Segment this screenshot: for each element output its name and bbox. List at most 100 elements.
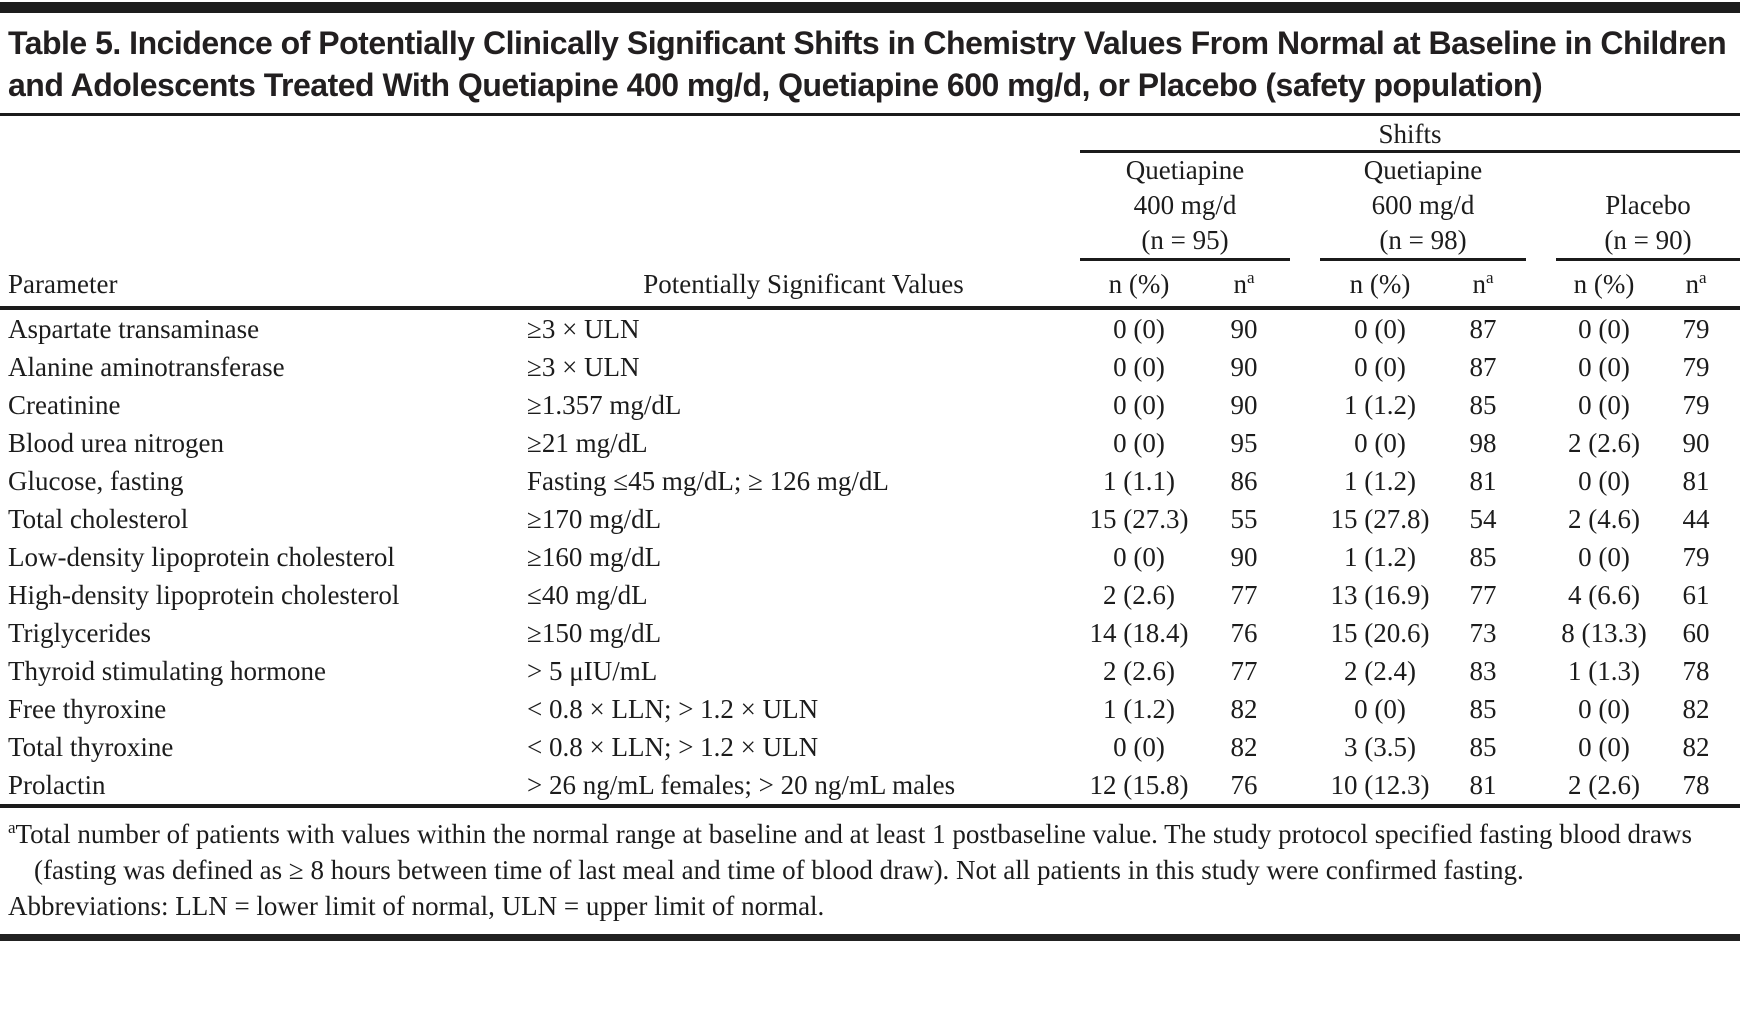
group-line: Quetiapine xyxy=(1125,155,1245,185)
chemistry-shifts-table: Shifts Quetiapine 400 mg/d (n = 95) Quet… xyxy=(0,113,1740,808)
table-row: Total cholesterol ≥170 mg/dL 15 (27.3) 5… xyxy=(0,500,1740,538)
placebo-npct-cell: 0 (0) xyxy=(1578,390,1630,420)
placebo-npct-header: n (%) xyxy=(1573,269,1635,299)
placebo-npct-cell: 2 (2.6) xyxy=(1568,770,1640,800)
spacer xyxy=(1526,462,1556,500)
placebo-n-cell: 79 xyxy=(1682,314,1710,344)
spacer xyxy=(1290,614,1320,652)
spacer xyxy=(1526,500,1556,538)
table-row: Alanine aminotransferase ≥3 × ULN 0 (0) … xyxy=(0,348,1740,386)
table-row: Thyroid stimulating hormone > 5 μIU/mL 2… xyxy=(0,652,1740,690)
spacer xyxy=(1290,690,1320,728)
significant-values-cell: < 0.8 × LLN; > 1.2 × ULN xyxy=(527,732,819,762)
table-row: Aspartate transaminase ≥3 × ULN 0 (0) 90… xyxy=(0,308,1740,348)
q600-npct-cell: 1 (1.2) xyxy=(1344,542,1416,572)
shifts-header: Shifts xyxy=(1080,114,1740,153)
spacer xyxy=(1290,728,1320,766)
spacer xyxy=(1290,576,1320,614)
table-row: High-density lipoprotein cholesterol ≤40… xyxy=(0,576,1740,614)
significant-values-cell: ≥1.357 mg/dL xyxy=(527,390,682,420)
spacer xyxy=(1526,614,1556,652)
q600-n-cell: 87 xyxy=(1469,352,1497,382)
placebo-n-header: na xyxy=(1685,268,1707,299)
placebo-n-cell: 90 xyxy=(1682,428,1710,458)
placebo-npct-cell: 0 (0) xyxy=(1578,732,1630,762)
group-header-row: Quetiapine 400 mg/d (n = 95) Quetiapine … xyxy=(0,151,1740,261)
placebo-n-cell: 44 xyxy=(1682,504,1710,534)
q600-n-cell: 85 xyxy=(1469,694,1497,724)
q400-n-cell: 55 xyxy=(1230,504,1258,534)
parameter-cell: Total cholesterol xyxy=(8,504,189,534)
q600-npct-cell: 0 (0) xyxy=(1354,428,1406,458)
q400-n-cell: 86 xyxy=(1230,466,1258,496)
q400-npct-cell: 1 (1.2) xyxy=(1103,694,1175,724)
significant-values-cell: ≥3 × ULN xyxy=(527,314,640,344)
q600-npct-cell: 0 (0) xyxy=(1354,694,1406,724)
placebo-n-cell: 79 xyxy=(1682,352,1710,382)
footnote-a-reference: a xyxy=(1698,268,1707,287)
q400-n-cell: 90 xyxy=(1230,314,1258,344)
spacer xyxy=(1526,538,1556,576)
parameter-cell: Glucose, fasting xyxy=(8,466,184,496)
q400-npct-cell: 0 (0) xyxy=(1113,428,1165,458)
parameter-cell: Free thyroxine xyxy=(8,694,167,724)
spacer xyxy=(1526,424,1556,462)
q400-npct-header: n (%) xyxy=(1108,269,1170,299)
q600-n-cell: 83 xyxy=(1469,656,1497,686)
placebo-npct-cell: 4 (6.6) xyxy=(1568,580,1640,610)
table-row: Glucose, fasting Fasting ≤45 mg/dL; ≥ 12… xyxy=(0,462,1740,500)
group-line: (n = 95) xyxy=(1141,225,1229,255)
q600-npct-cell: 10 (12.3) xyxy=(1330,770,1430,800)
q600-npct-cell: 1 (1.2) xyxy=(1344,466,1416,496)
q400-npct-cell: 0 (0) xyxy=(1113,314,1165,344)
q600-n-cell: 54 xyxy=(1469,504,1497,534)
group-line: Quetiapine xyxy=(1363,155,1483,185)
q600-n-cell: 98 xyxy=(1469,428,1497,458)
parameter-cell: High-density lipoprotein cholesterol xyxy=(8,580,400,610)
significant-values-cell: < 0.8 × LLN; > 1.2 × ULN xyxy=(527,694,819,724)
q400-npct-cell: 14 (18.4) xyxy=(1089,618,1189,648)
parameter-cell: Total thyroxine xyxy=(8,732,174,762)
placebo-n-cell: 82 xyxy=(1682,694,1710,724)
spacer xyxy=(1290,348,1320,386)
q400-npct-cell: 1 (1.1) xyxy=(1103,466,1175,496)
spacer xyxy=(1526,308,1556,348)
q400-n-cell: 82 xyxy=(1230,732,1258,762)
significant-values-cell: ≥3 × ULN xyxy=(527,352,640,382)
placebo-npct-cell: 0 (0) xyxy=(1578,542,1630,572)
placebo-npct-cell: 8 (13.3) xyxy=(1561,618,1647,648)
table-row: Free thyroxine < 0.8 × LLN; > 1.2 × ULN … xyxy=(0,690,1740,728)
group-line: Placebo xyxy=(1605,190,1691,220)
group-line: 600 mg/d xyxy=(1371,190,1475,220)
significant-values-cell: ≥170 mg/dL xyxy=(527,504,662,534)
spacer xyxy=(1290,500,1320,538)
q400-n-cell: 90 xyxy=(1230,542,1258,572)
table-body: Aspartate transaminase ≥3 × ULN 0 (0) 90… xyxy=(0,308,1740,806)
q600-n-cell: 85 xyxy=(1469,390,1497,420)
spacer xyxy=(1526,260,1556,309)
parameter-cell: Prolactin xyxy=(8,770,106,800)
placebo-n-cell: 61 xyxy=(1682,580,1710,610)
significant-values-column-header: Potentially Significant Values xyxy=(643,269,964,299)
spacer xyxy=(1526,152,1556,260)
significant-values-cell: Fasting ≤45 mg/dL; ≥ 126 mg/dL xyxy=(527,466,889,496)
spacer xyxy=(1526,766,1556,806)
spacer xyxy=(1526,728,1556,766)
top-rule-bar xyxy=(0,2,1740,13)
parameter-cell: Thyroid stimulating hormone xyxy=(8,656,326,686)
placebo-npct-cell: 0 (0) xyxy=(1578,694,1630,724)
q400-npct-cell: 12 (15.8) xyxy=(1089,770,1189,800)
q400-n-cell: 90 xyxy=(1230,352,1258,382)
header-spacer xyxy=(0,115,1080,152)
q400-npct-cell: 0 (0) xyxy=(1113,542,1165,572)
group-line: 400 mg/d xyxy=(1133,190,1237,220)
q600-npct-cell: 1 (1.2) xyxy=(1344,390,1416,420)
spacer xyxy=(1526,690,1556,728)
parameter-cell: Low-density lipoprotein cholesterol xyxy=(8,542,395,572)
group-line: (n = 90) xyxy=(1604,225,1692,255)
q400-n-cell: 95 xyxy=(1230,428,1258,458)
significant-values-cell: ≥21 mg/dL xyxy=(527,428,648,458)
q400-npct-cell: 2 (2.6) xyxy=(1103,580,1175,610)
spacer xyxy=(1290,462,1320,500)
parameter-column-header: Parameter xyxy=(8,269,118,299)
